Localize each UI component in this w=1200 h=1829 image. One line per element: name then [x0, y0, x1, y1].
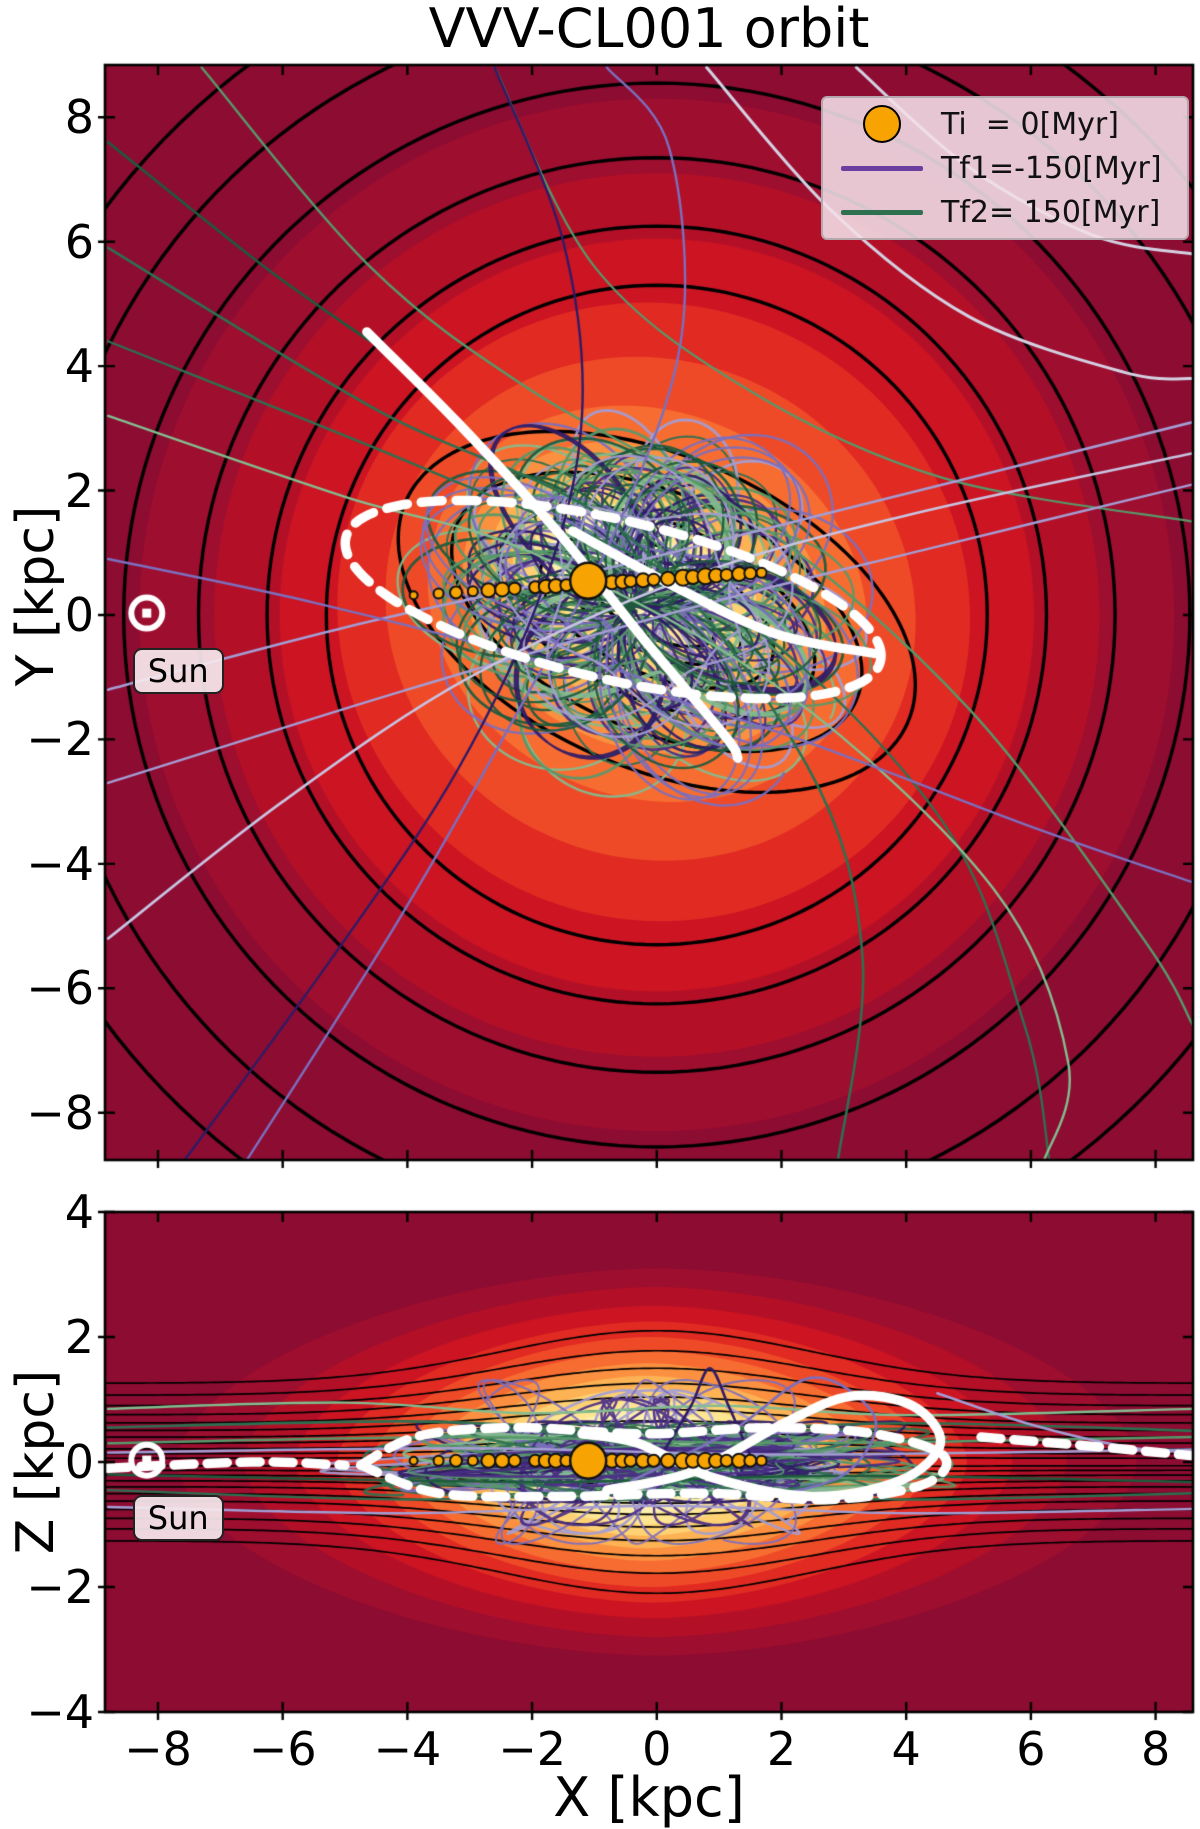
- x-tick-label: 4: [891, 1722, 921, 1776]
- x-tick-label: 0: [642, 1722, 672, 1776]
- x-tick-label: −2: [498, 1722, 566, 1776]
- y-tick-label: −2: [26, 712, 94, 767]
- x-axis-label: X [kpc]: [553, 1766, 745, 1829]
- z-tick-label: 0: [64, 1435, 94, 1489]
- sun-label-bottom: Sun: [132, 1495, 224, 1542]
- orange-circle-marker-icon: [863, 105, 901, 143]
- z-tick-label: 2: [64, 1310, 94, 1364]
- x-tick-label: 2: [766, 1722, 797, 1776]
- legend-label: Tf1=-150[Myr]: [941, 150, 1162, 186]
- x-tick-label: −6: [248, 1722, 317, 1776]
- purple-line-marker-icon: [841, 165, 923, 171]
- y-tick-label: 6: [64, 214, 94, 269]
- legend-label: Tf2= 150[Myr]: [941, 194, 1161, 230]
- y-tick-label: 0: [64, 587, 94, 642]
- legend: Ti = 0[Myr] Tf1=-150[Myr] Tf2= 150[Myr]: [821, 96, 1189, 240]
- sun-label-top: Sun: [132, 648, 224, 695]
- y-tick-label: −6: [26, 961, 94, 1016]
- figure-title: VVV-CL001 orbit: [428, 0, 870, 60]
- legend-item-tf2: Tf2= 150[Myr]: [823, 190, 1187, 234]
- y-tick-label: 8: [64, 90, 94, 145]
- legend-item-tf1: Tf1=-150[Myr]: [823, 146, 1187, 190]
- y-tick-label: 4: [64, 339, 94, 394]
- x-tick-label: −4: [373, 1722, 442, 1776]
- y-tick-label: −8: [26, 1085, 94, 1140]
- green-line-marker-icon: [841, 209, 923, 215]
- y-tick-label: 2: [64, 463, 94, 518]
- x-tick-label: 8: [1140, 1722, 1171, 1776]
- y-tick-label: −4: [26, 836, 94, 891]
- z-tick-label: −2: [26, 1560, 94, 1614]
- legend-item-ti: Ti = 0[Myr]: [823, 102, 1187, 146]
- legend-label: Ti = 0[Myr]: [941, 106, 1119, 142]
- x-tick-label: 6: [1016, 1722, 1046, 1776]
- z-tick-label: 4: [64, 1185, 94, 1239]
- z-tick-label: −4: [26, 1685, 94, 1739]
- x-tick-label: −8: [124, 1722, 192, 1776]
